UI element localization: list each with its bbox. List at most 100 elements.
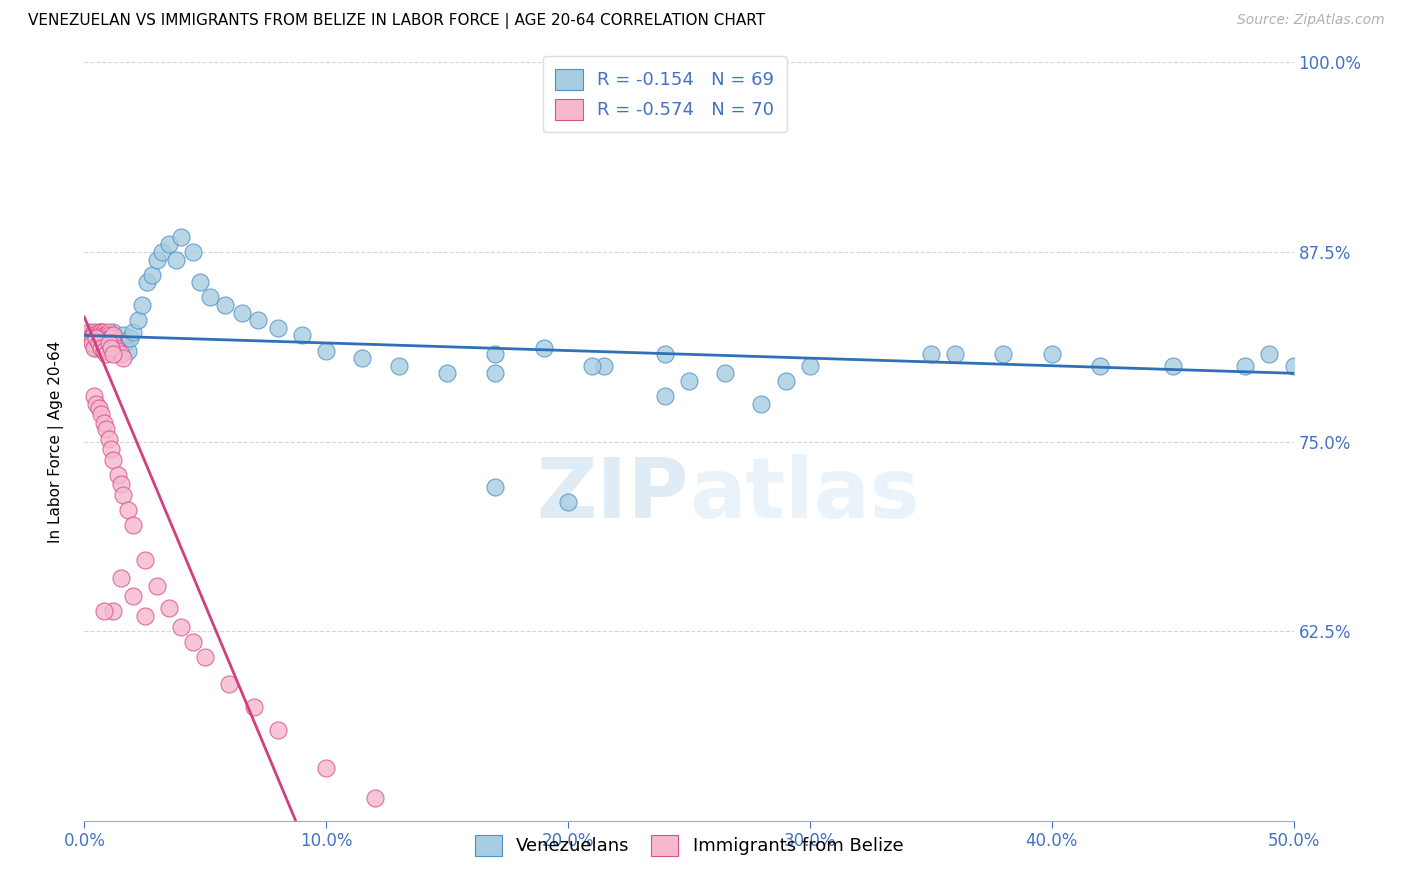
Point (1282, 359, 1305, 373)
Point (593, 359, 616, 373)
Point (218, 677, 240, 691)
Point (190, 275, 212, 289)
Point (214, 298, 236, 312)
Point (87, 401, 110, 416)
Point (291, 328, 314, 343)
Point (90, 407, 112, 421)
Point (83, 341, 105, 355)
Point (83, 326, 105, 340)
Point (799, 359, 821, 373)
Point (93, 343, 115, 358)
Point (315, 343, 337, 358)
Point (93, 336, 115, 351)
Point (104, 341, 127, 355)
Point (112, 328, 135, 343)
Point (77, 326, 100, 340)
Point (484, 480, 506, 494)
Point (1040, 346, 1063, 360)
Point (581, 359, 603, 373)
Point (100, 343, 122, 358)
Point (247, 313, 270, 327)
Point (83, 389, 105, 403)
Point (315, 760, 337, 774)
Point (150, 244, 173, 259)
Point (93, 326, 115, 340)
Point (557, 495, 579, 509)
Point (170, 229, 193, 244)
Point (90, 331, 112, 345)
Point (103, 604, 125, 618)
Point (533, 341, 555, 355)
Point (93, 328, 115, 343)
Point (90, 341, 112, 355)
Point (103, 326, 125, 340)
Point (87, 331, 110, 345)
Point (131, 298, 153, 312)
Point (97, 326, 120, 340)
Point (146, 578, 169, 592)
Point (127, 313, 149, 327)
Point (100, 442, 122, 456)
Point (80, 328, 103, 343)
Point (267, 723, 290, 737)
Point (94, 346, 117, 360)
Point (110, 336, 132, 351)
Point (97, 331, 120, 345)
Point (114, 336, 136, 351)
Point (112, 487, 135, 501)
Point (136, 275, 159, 289)
Point (97, 336, 120, 351)
Point (90, 328, 112, 343)
Point (94, 422, 117, 436)
Point (86, 331, 108, 345)
Point (678, 374, 700, 388)
Point (87, 331, 110, 345)
Point (117, 503, 139, 517)
Point (110, 571, 132, 585)
Point (654, 389, 676, 403)
Point (107, 343, 129, 358)
Point (76, 328, 98, 343)
Point (121, 518, 143, 533)
Point (751, 396, 773, 410)
Point (87, 326, 110, 340)
Point (165, 252, 187, 267)
Point (107, 467, 129, 482)
Point (117, 343, 139, 358)
Point (363, 791, 385, 805)
Point (94, 328, 117, 343)
Point (943, 346, 966, 360)
Point (100, 331, 122, 345)
Point (107, 341, 129, 355)
Point (86, 396, 108, 410)
Point (242, 700, 264, 714)
Point (110, 477, 132, 491)
Point (1234, 359, 1257, 373)
Point (97, 432, 120, 446)
Point (714, 366, 737, 380)
Point (388, 359, 411, 373)
Text: VENEZUELAN VS IMMIGRANTS FROM BELIZE IN LABOR FORCE | AGE 20-64 CORRELATION CHAR: VENEZUELAN VS IMMIGRANTS FROM BELIZE IN … (28, 13, 765, 29)
Point (100, 341, 122, 355)
Point (121, 326, 143, 340)
Text: ZIP: ZIP (537, 454, 689, 535)
Point (93, 417, 115, 431)
Point (87, 328, 110, 343)
Point (80, 331, 103, 345)
Point (104, 331, 127, 345)
Point (86, 336, 108, 351)
Point (80, 336, 103, 351)
Point (83, 336, 105, 351)
Point (112, 351, 135, 365)
Point (1258, 346, 1281, 360)
Point (90, 326, 112, 340)
Point (231, 306, 253, 320)
Point (86, 341, 108, 355)
Point (80, 328, 103, 343)
Point (146, 252, 169, 267)
Point (77, 331, 100, 345)
Point (920, 346, 942, 360)
Point (484, 346, 506, 360)
Point (157, 601, 180, 615)
Point (100, 336, 122, 351)
